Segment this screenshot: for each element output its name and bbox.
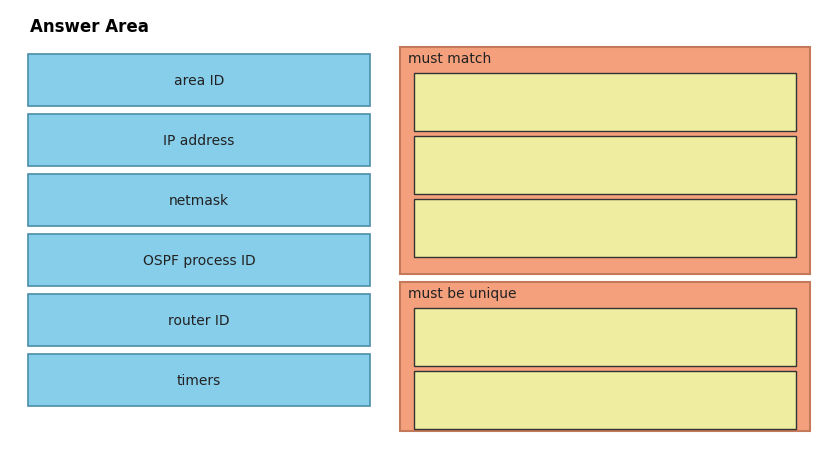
FancyBboxPatch shape (400, 48, 810, 274)
FancyBboxPatch shape (28, 294, 370, 346)
FancyBboxPatch shape (28, 354, 370, 406)
FancyBboxPatch shape (28, 235, 370, 286)
FancyBboxPatch shape (414, 371, 796, 429)
Text: must match: must match (408, 52, 491, 66)
Text: OSPF process ID: OSPF process ID (142, 253, 256, 268)
Text: must be unique: must be unique (408, 286, 517, 300)
Text: router ID: router ID (168, 313, 230, 327)
Text: netmask: netmask (169, 194, 229, 207)
FancyBboxPatch shape (28, 174, 370, 226)
Text: area ID: area ID (174, 74, 224, 88)
FancyBboxPatch shape (414, 308, 796, 366)
FancyBboxPatch shape (400, 282, 810, 431)
FancyBboxPatch shape (414, 74, 796, 132)
FancyBboxPatch shape (28, 55, 370, 107)
FancyBboxPatch shape (414, 200, 796, 257)
FancyBboxPatch shape (414, 137, 796, 195)
FancyBboxPatch shape (28, 115, 370, 167)
Text: IP address: IP address (163, 134, 235, 148)
Text: timers: timers (177, 373, 221, 387)
Text: Answer Area: Answer Area (30, 18, 149, 36)
